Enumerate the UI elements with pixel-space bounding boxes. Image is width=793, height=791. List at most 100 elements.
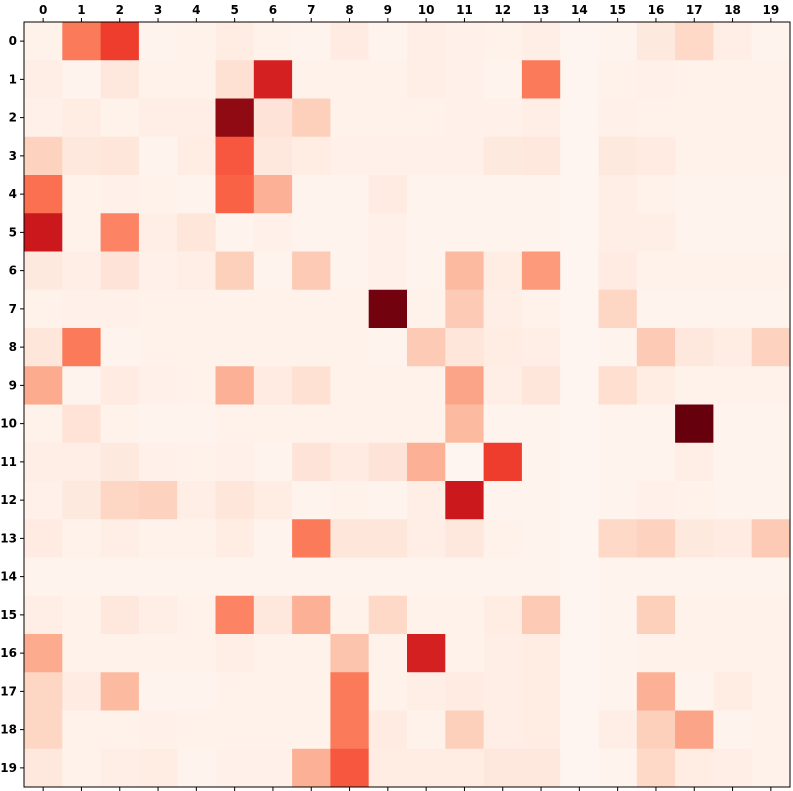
heatmap-cell-6-10 [407,251,446,291]
heatmap-cell-16-6 [253,634,293,673]
heatmap-cell-5-5 [215,213,255,252]
heatmap-cell-18-0 [24,710,63,750]
heatmap-cell-4-17 [675,175,714,214]
heatmap-cell-14-10 [407,557,446,597]
heatmap-cell-15-7 [292,595,331,635]
heatmap-cell-12-11 [445,481,485,520]
heatmap-cell-3-3 [138,136,178,176]
heatmap-cell-6-0 [24,251,63,291]
heatmap-cell-4-10 [407,175,446,214]
heatmap-cell-5-4 [177,213,216,252]
heatmap-cell-7-11 [445,289,485,329]
heatmap-cell-1-14 [560,60,599,99]
x-tick-label-7: 7 [307,3,315,17]
heatmap-cell-2-3 [138,98,178,138]
heatmap-cell-9-14 [560,366,599,405]
y-tick-label-16: 16 [0,646,17,660]
heatmap-cell-11-0 [24,442,63,482]
heatmap-cell-15-14 [560,595,599,635]
heatmap-cell-1-19 [751,60,791,99]
heatmap-cell-12-6 [253,481,293,520]
heatmap-cell-10-8 [330,404,370,444]
heatmap-cell-16-0 [24,634,63,673]
heatmap-cell-4-0 [24,175,63,214]
heatmap-cell-5-1 [62,213,102,252]
heatmap-cell-11-10 [407,442,446,482]
heatmap-cell-12-5 [215,481,255,520]
heatmap-cell-6-16 [636,251,676,291]
heatmap-cell-14-19 [751,557,791,597]
heatmap-cell-2-14 [560,98,599,138]
heatmap-cell-18-6 [253,710,293,750]
x-tick-label-13: 13 [533,3,550,17]
heatmap-cell-13-18 [713,519,753,558]
heatmap-cell-11-18 [713,442,753,482]
heatmap-cell-17-1 [62,672,102,711]
heatmap-cell-16-19 [751,634,791,673]
heatmap-cell-7-18 [713,289,753,329]
heatmap-cell-11-9 [368,442,408,482]
heatmap-cell-15-1 [62,595,102,635]
heatmap-cell-1-5 [215,60,255,99]
y-tick-label-18: 18 [0,723,17,737]
heatmap-cell-3-0 [24,136,63,176]
heatmap-cell-14-8 [330,557,370,597]
heatmap-cell-8-2 [100,328,140,367]
heatmap-cell-0-15 [598,22,638,61]
x-tick-label-16: 16 [648,3,665,17]
heatmap-cell-2-13 [521,98,561,138]
heatmap-cell-2-7 [292,98,331,138]
heatmap-cell-4-12 [483,175,523,214]
x-tick-label-6: 6 [269,3,277,17]
heatmap-cell-5-8 [330,213,370,252]
heatmap-cell-5-17 [675,213,714,252]
heatmap-cell-7-15 [598,289,638,329]
heatmap-cell-3-7 [292,136,331,176]
heatmap-cell-9-2 [100,366,140,405]
heatmap-cell-14-4 [177,557,216,597]
heatmap-cell-16-18 [713,634,753,673]
heatmap-cell-13-3 [138,519,178,558]
heatmap-cell-7-3 [138,289,178,329]
y-tick-label-5: 5 [9,225,17,239]
heatmap-cell-1-6 [253,60,293,99]
heatmap-cell-18-2 [100,710,140,750]
heatmap-cell-2-0 [24,98,63,138]
heatmap-cell-6-4 [177,251,216,291]
heatmap-cell-10-18 [713,404,753,444]
heatmap-cell-11-5 [215,442,255,482]
heatmap-cell-9-13 [521,366,561,405]
heatmap-cell-4-5 [215,175,255,214]
heatmap-cell-0-18 [713,22,753,61]
heatmap-cell-19-0 [24,748,63,788]
heatmap-cell-16-17 [675,634,714,673]
heatmap-cell-10-16 [636,404,676,444]
heatmap-cell-1-15 [598,60,638,99]
heatmap-cell-5-3 [138,213,178,252]
heatmap-cell-3-14 [560,136,599,176]
heatmap-cell-16-10 [407,634,446,673]
heatmap-cell-16-1 [62,634,102,673]
heatmap-cell-17-11 [445,672,485,711]
heatmap-cell-1-8 [330,60,370,99]
heatmap-cell-10-12 [483,404,523,444]
heatmap-cell-12-16 [636,481,676,520]
heatmap-cell-4-11 [445,175,485,214]
heatmap-cell-15-19 [751,595,791,635]
heatmap-cell-9-10 [407,366,446,405]
y-tick-label-19: 19 [0,761,17,775]
heatmap-cell-5-2 [100,213,140,252]
heatmap-cell-15-10 [407,595,446,635]
x-tick-label-10: 10 [418,3,435,17]
heatmap-cell-15-13 [521,595,561,635]
y-tick-label-8: 8 [9,340,17,354]
heatmap-cell-12-9 [368,481,408,520]
heatmap-cell-17-2 [100,672,140,711]
heatmap-cell-15-15 [598,595,638,635]
heatmap-cell-14-18 [713,557,753,597]
heatmap-cell-10-4 [177,404,216,444]
heatmap-cell-5-7 [292,213,331,252]
heatmap-cell-3-13 [521,136,561,176]
heatmap-cell-1-7 [292,60,331,99]
